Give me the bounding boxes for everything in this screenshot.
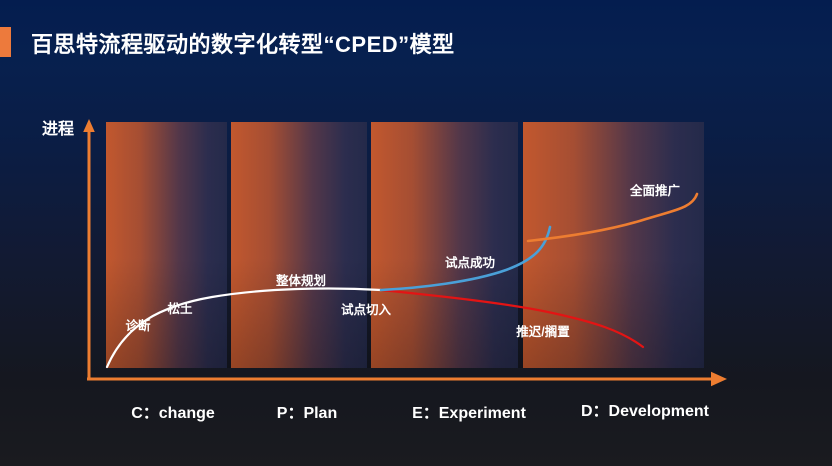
curve-label-pilot-success: 试点成功 [444,256,496,270]
curve-label-diagnosis: 诊断 [125,319,151,333]
curve-label-overall-planning: 整体规划 [275,274,327,288]
title-accent-bar [0,27,11,57]
postpone-curve [379,288,645,349]
phase-label-development: D：Development [580,403,710,420]
axes [83,119,727,387]
y-axis-label: 进程 [42,121,75,138]
pilot-success-curve [379,225,552,292]
curve-label-full-rollout: 全面推广 [629,184,681,198]
full-rollout-curve [526,192,699,243]
change-growth-curve [105,287,383,369]
curves [105,192,699,369]
phase-label-change: C：change [131,405,215,422]
y-axis-arrowhead-icon [83,119,95,132]
phase-label-plan: P：Plan [276,405,338,422]
slide-title: 百思特流程驱动的数字化转型“CPED”模型 [31,32,455,57]
x-axis-arrowhead-icon [711,371,727,387]
curve-label-pilot-entry: 试点切入 [340,303,392,317]
phase-label-experiment: E：Experiment [412,405,526,422]
curve-label-loosening: 松土 [167,302,193,316]
curve-label-postpone: 推迟/搁置 [516,325,570,339]
